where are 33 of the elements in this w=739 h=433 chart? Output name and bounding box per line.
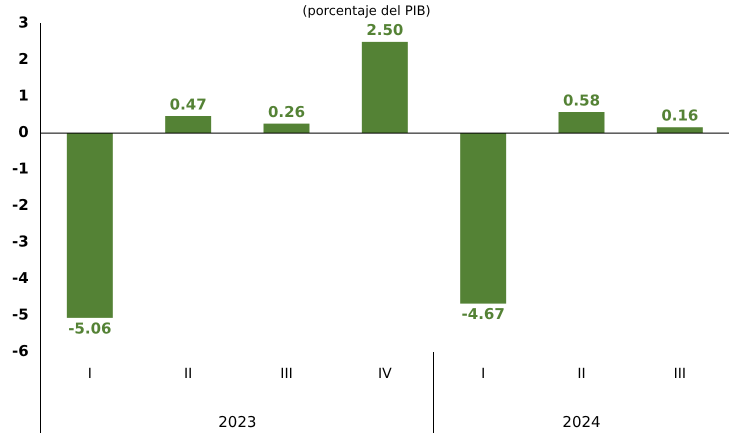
x-tick-label: IV xyxy=(378,366,392,382)
x-tick-label: III xyxy=(280,366,293,382)
data-label: -5.06 xyxy=(68,319,112,338)
chart-subtitle: (porcentaje del PIB) xyxy=(302,4,431,20)
bar xyxy=(66,133,113,318)
y-tick-label: 2 xyxy=(18,50,29,68)
x-tick-label: I xyxy=(88,366,92,382)
bar xyxy=(362,42,408,134)
x-tick-label: I xyxy=(481,366,486,382)
y-tick-label: -4 xyxy=(12,269,29,288)
x-tick-label: II xyxy=(577,366,586,382)
data-label: 0.58 xyxy=(562,91,600,110)
x-tick-label: III xyxy=(674,366,686,382)
y-tick-label: 3 xyxy=(18,13,29,32)
data-label: 0.26 xyxy=(268,103,306,122)
x-tick-label: II xyxy=(184,366,192,382)
data-label: -4.67 xyxy=(462,305,505,324)
y-tick-label: -6 xyxy=(12,342,29,360)
y-tick-label: -3 xyxy=(12,232,29,251)
y-tick-label: -5 xyxy=(12,306,29,324)
bar xyxy=(264,124,310,134)
text: 2024 xyxy=(562,412,601,431)
y-tick-label: -1 xyxy=(12,160,29,178)
data-label: 0.16 xyxy=(661,106,698,125)
y-tick-label: -2 xyxy=(12,196,29,214)
data-label: 0.47 xyxy=(170,95,207,114)
bar xyxy=(558,112,604,134)
bar xyxy=(460,133,506,304)
bar xyxy=(165,116,212,134)
data-label: 2.50 xyxy=(366,21,404,40)
y-tick-label: 1 xyxy=(18,86,29,105)
text: 2023 xyxy=(218,412,256,431)
y-tick-label: 0 xyxy=(18,123,29,142)
